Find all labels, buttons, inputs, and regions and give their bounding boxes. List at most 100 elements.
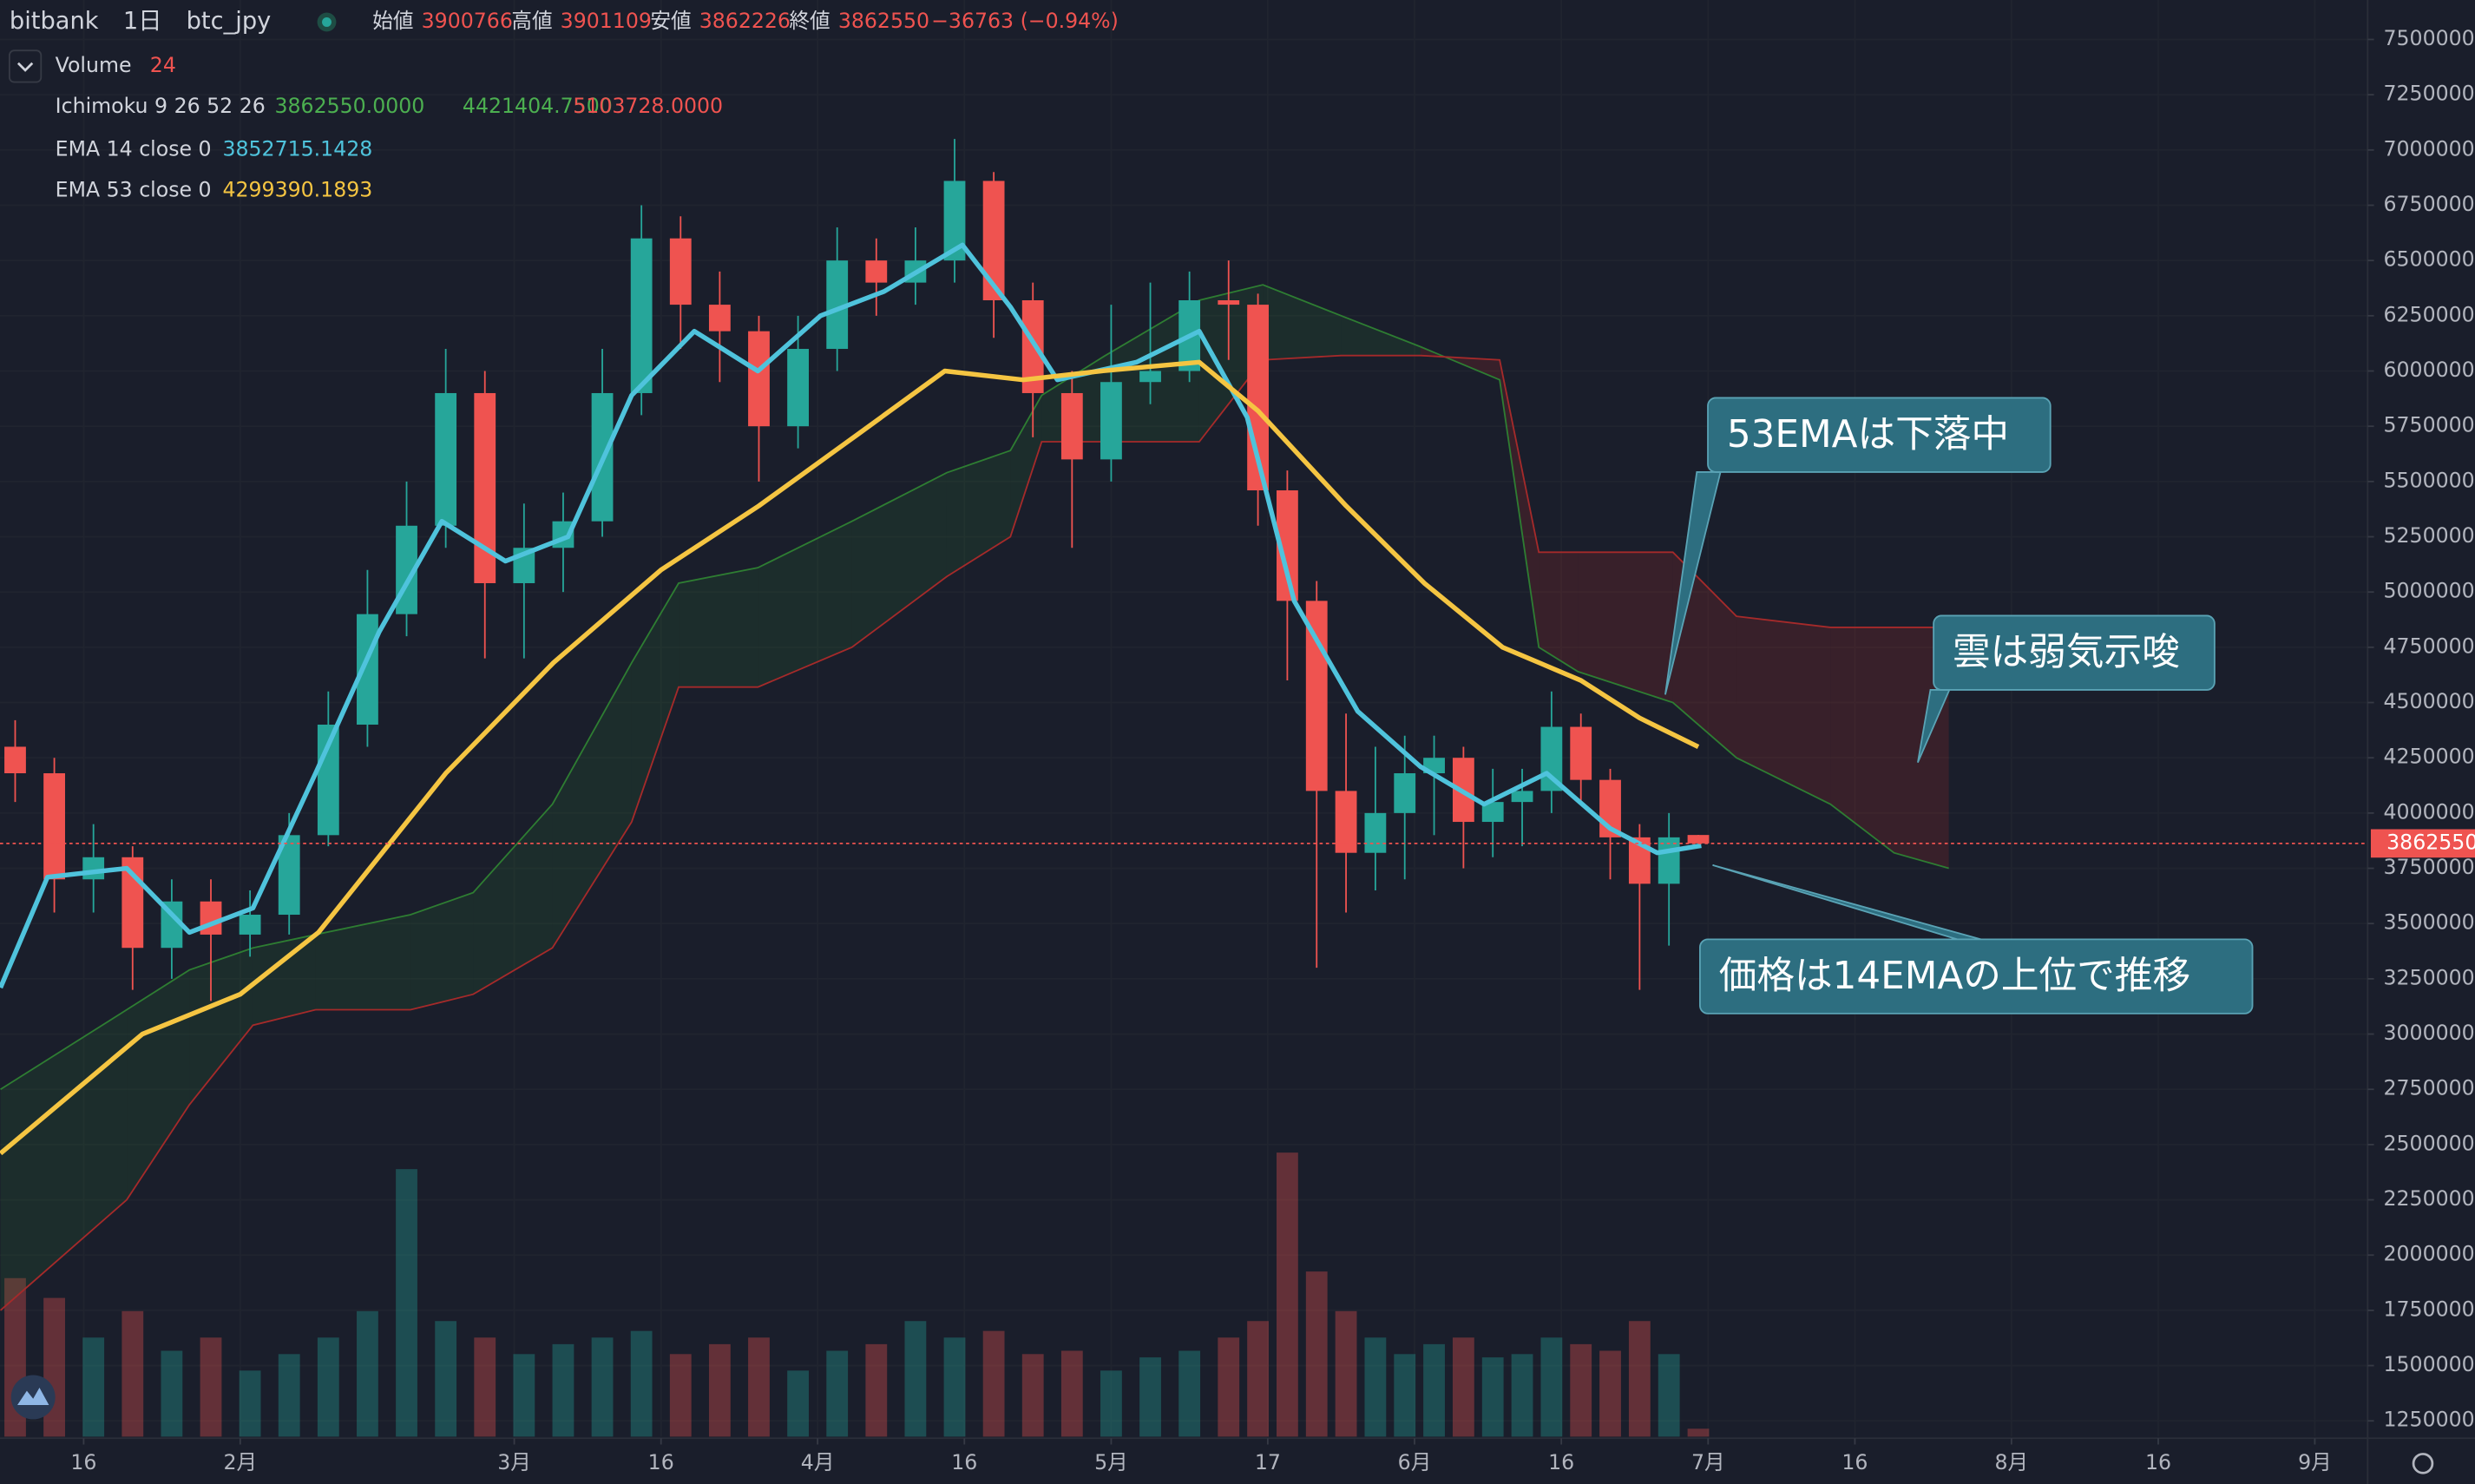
ichimoku-legend[interactable]: Ichimoku 9 26 52 26 — [56, 94, 266, 118]
y-tick-label: 1250000 — [2384, 1408, 2475, 1432]
cloud-fill — [1341, 315, 1421, 356]
volume-bar — [943, 1337, 966, 1437]
candle-body — [748, 331, 770, 427]
volume-bar — [43, 1297, 65, 1437]
chevron-icon — [16, 62, 34, 72]
ema-legend[interactable]: EMA 14 close 0 — [56, 136, 212, 161]
settings-icon[interactable] — [2412, 1453, 2434, 1474]
ema-legend[interactable]: EMA 53 close 0 — [56, 178, 212, 202]
open-label: 始値 — [372, 9, 413, 33]
candle-body — [435, 392, 457, 526]
volume-bar — [1178, 1350, 1201, 1437]
exchange: bitbank — [10, 8, 99, 35]
price-tag-label: 3862550 — [2386, 830, 2475, 854]
volume-bar — [474, 1337, 496, 1437]
y-tick-label: 1500000 — [2384, 1352, 2475, 1376]
volume-bar — [1481, 1357, 1504, 1437]
volume-bar — [1060, 1350, 1083, 1437]
high-value: 3901109 — [561, 9, 652, 33]
candle-body — [1218, 300, 1240, 305]
cloud-span — [0, 284, 1949, 1090]
y-tick-label: 2250000 — [2384, 1186, 2475, 1211]
cloud-fill — [1539, 552, 1579, 672]
volume-layer — [4, 1152, 1710, 1437]
volume-bar — [1335, 1310, 1357, 1437]
x-tick-label: 9月 — [2298, 1450, 2332, 1474]
volume-bar — [1452, 1337, 1474, 1437]
cloud-fill — [473, 804, 553, 995]
low-label: 安値 — [650, 9, 691, 33]
volume-bar — [1364, 1337, 1387, 1437]
volume-bar — [708, 1343, 731, 1437]
ema-line — [0, 242, 1702, 989]
candle-body — [1658, 837, 1680, 884]
y-tick-label: 2000000 — [2384, 1242, 2475, 1266]
volume-bar — [1139, 1357, 1161, 1437]
candle-body — [865, 260, 888, 283]
volume-bar — [1021, 1354, 1044, 1437]
volume-bar — [1218, 1337, 1240, 1437]
line-layer — [0, 242, 1702, 1156]
callout-box — [1933, 614, 2216, 691]
candle-body — [1570, 726, 1592, 780]
x-tick-label: 16 — [951, 1450, 977, 1474]
cloud-fill — [127, 969, 190, 1200]
symbol[interactable]: btc_jpy — [187, 8, 272, 35]
x-tick-label: 8月 — [1995, 1450, 2029, 1474]
candle-body — [982, 181, 1005, 301]
cloud-fill — [552, 662, 632, 949]
low-value: 3862226 — [699, 9, 791, 33]
volume-bar — [278, 1354, 300, 1437]
interval[interactable]: 1日 — [123, 8, 162, 35]
volume-bar — [513, 1354, 535, 1437]
ema-value: 3852715.1428 — [222, 136, 372, 161]
candle-body — [82, 857, 105, 880]
y-tick-label: 3500000 — [2384, 910, 2475, 935]
cloud-fill — [851, 472, 947, 647]
x-tick-label: 16 — [1548, 1450, 1574, 1474]
cloud-fill — [1010, 395, 1042, 537]
y-tick-label: 3250000 — [2384, 965, 2475, 989]
cloud-fill — [1578, 552, 1673, 703]
ichimoku-value: 4421404.7500 — [463, 94, 613, 118]
logo[interactable] — [10, 1375, 56, 1420]
callout-pointer — [1664, 471, 1722, 695]
volume-legend[interactable]: Volume — [56, 53, 132, 77]
candle-body — [1139, 371, 1161, 383]
callout-text: 53EMAは下落中 — [1727, 412, 2009, 456]
x-tick-label: 16 — [1841, 1450, 1868, 1474]
change-value: −36763 (−0.94%) — [931, 9, 1119, 33]
x-tick-label: 2月 — [224, 1450, 258, 1474]
volume-bar — [669, 1354, 692, 1437]
cloud-fill — [1736, 616, 1831, 804]
y-tick-label: 4250000 — [2384, 745, 2475, 769]
callout-text: 雲は弱気示唆 — [1953, 630, 2180, 674]
volume-bar — [1423, 1343, 1445, 1437]
y-tick-label: 4750000 — [2384, 634, 2475, 658]
candle-body — [1394, 773, 1416, 813]
volume-bar — [748, 1337, 770, 1437]
collapse-button[interactable] — [9, 49, 43, 83]
y-tick-label: 6750000 — [2384, 192, 2475, 216]
candle-body — [1364, 812, 1387, 853]
candle-body — [239, 915, 261, 935]
volume-bar — [982, 1330, 1005, 1437]
candle-body — [630, 238, 653, 393]
volume-bar — [865, 1343, 888, 1437]
volume-bar — [591, 1337, 614, 1437]
y-tick-label: 3750000 — [2384, 855, 2475, 879]
y-tick-label: 5750000 — [2384, 413, 2475, 437]
y-tick-label: 2750000 — [2384, 1076, 2475, 1100]
candle-body — [4, 746, 26, 774]
cloud-fill — [253, 934, 316, 1026]
candle-body — [200, 901, 222, 935]
x-tick-label: 6月 — [1398, 1450, 1432, 1474]
grid — [0, 0, 2367, 1436]
y-tick-label: 7500000 — [2384, 26, 2475, 50]
volume-bar — [317, 1337, 339, 1437]
ichimoku-value: 5103728.0000 — [573, 94, 723, 118]
price-tag — [2370, 829, 2475, 858]
volume-bar — [826, 1350, 849, 1437]
